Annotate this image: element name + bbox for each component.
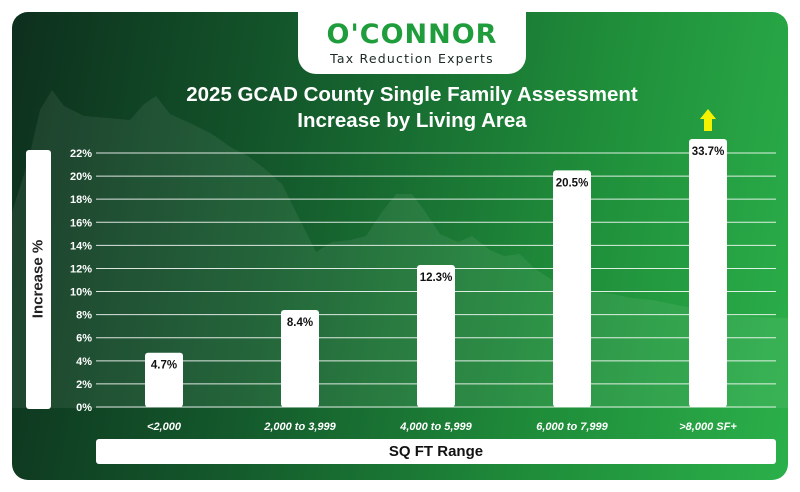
y-tick-label: 14% [70,240,92,252]
y-tick-label: 10% [70,287,92,299]
x-tick-label: >8,000 SF+ [679,421,737,433]
chart-title-line-1: 2025 GCAD County Single Family Assessmen… [186,83,638,106]
y-tick-label: 22% [70,148,92,160]
bar [145,352,183,407]
data-label: 8.4% [287,317,313,329]
arrow-up-icon [700,109,716,131]
y-tick-label: 18% [70,194,92,206]
y-tick-label: 2% [76,379,92,391]
data-label: 4.7% [151,360,177,372]
y-tick-label: 6% [76,333,92,345]
chart-plot: 0% 2% 4% 6% 8% 10% 12% 14% 16% 18% 20% 22% 4.7% 8.4%… [12,90,788,433]
logo-brand: O'CONNOR [326,19,498,50]
bar [417,264,455,407]
y-axis: 0% 2% 4% 6% 8% 10% 12% 14% 16% 18% 20% 22% [70,148,92,414]
data-label: 33.7% [692,146,725,158]
x-tick-label: 2,000 to 3,999 [263,421,336,433]
bar [281,310,319,407]
bars: 4.7% 8.4% 12.3% 20.5% 33.7% [145,109,727,407]
logo: O'CONNOR Tax Reduction Experts [298,12,526,74]
chart-card: O'CONNOR Tax Reduction Experts 2025 GCAD… [12,12,788,480]
data-label: 20.5% [556,177,589,189]
x-axis: <2,000 2,000 to 3,999 4,000 to 5,999 6,000 … [147,421,737,433]
y-tick-label: 16% [70,217,92,229]
background-silhouette [12,90,788,408]
y-tick-label: 4% [76,356,92,368]
x-axis-label: SQ FT Range [96,439,776,464]
x-tick-label: 4,000 to 5,999 [399,421,472,433]
logo-tagline: Tax Reduction Experts [330,51,494,66]
y-axis-label-box: Increase % [26,150,51,409]
y-tick-label: 20% [70,171,92,183]
y-tick-label: 12% [70,263,92,275]
data-label: 12.3% [420,272,453,284]
chart-title: 2025 GCAD County Single Family Assessmen… [112,82,712,134]
bar [553,170,591,407]
y-tick-label: 0% [76,402,92,414]
chart-title-line-2: Increase by Living Area [297,109,527,132]
x-tick-label: 6,000 to 7,999 [536,421,608,433]
x-tick-label: <2,000 [147,421,182,433]
y-tick-label: 8% [76,310,92,322]
bar [689,139,727,407]
